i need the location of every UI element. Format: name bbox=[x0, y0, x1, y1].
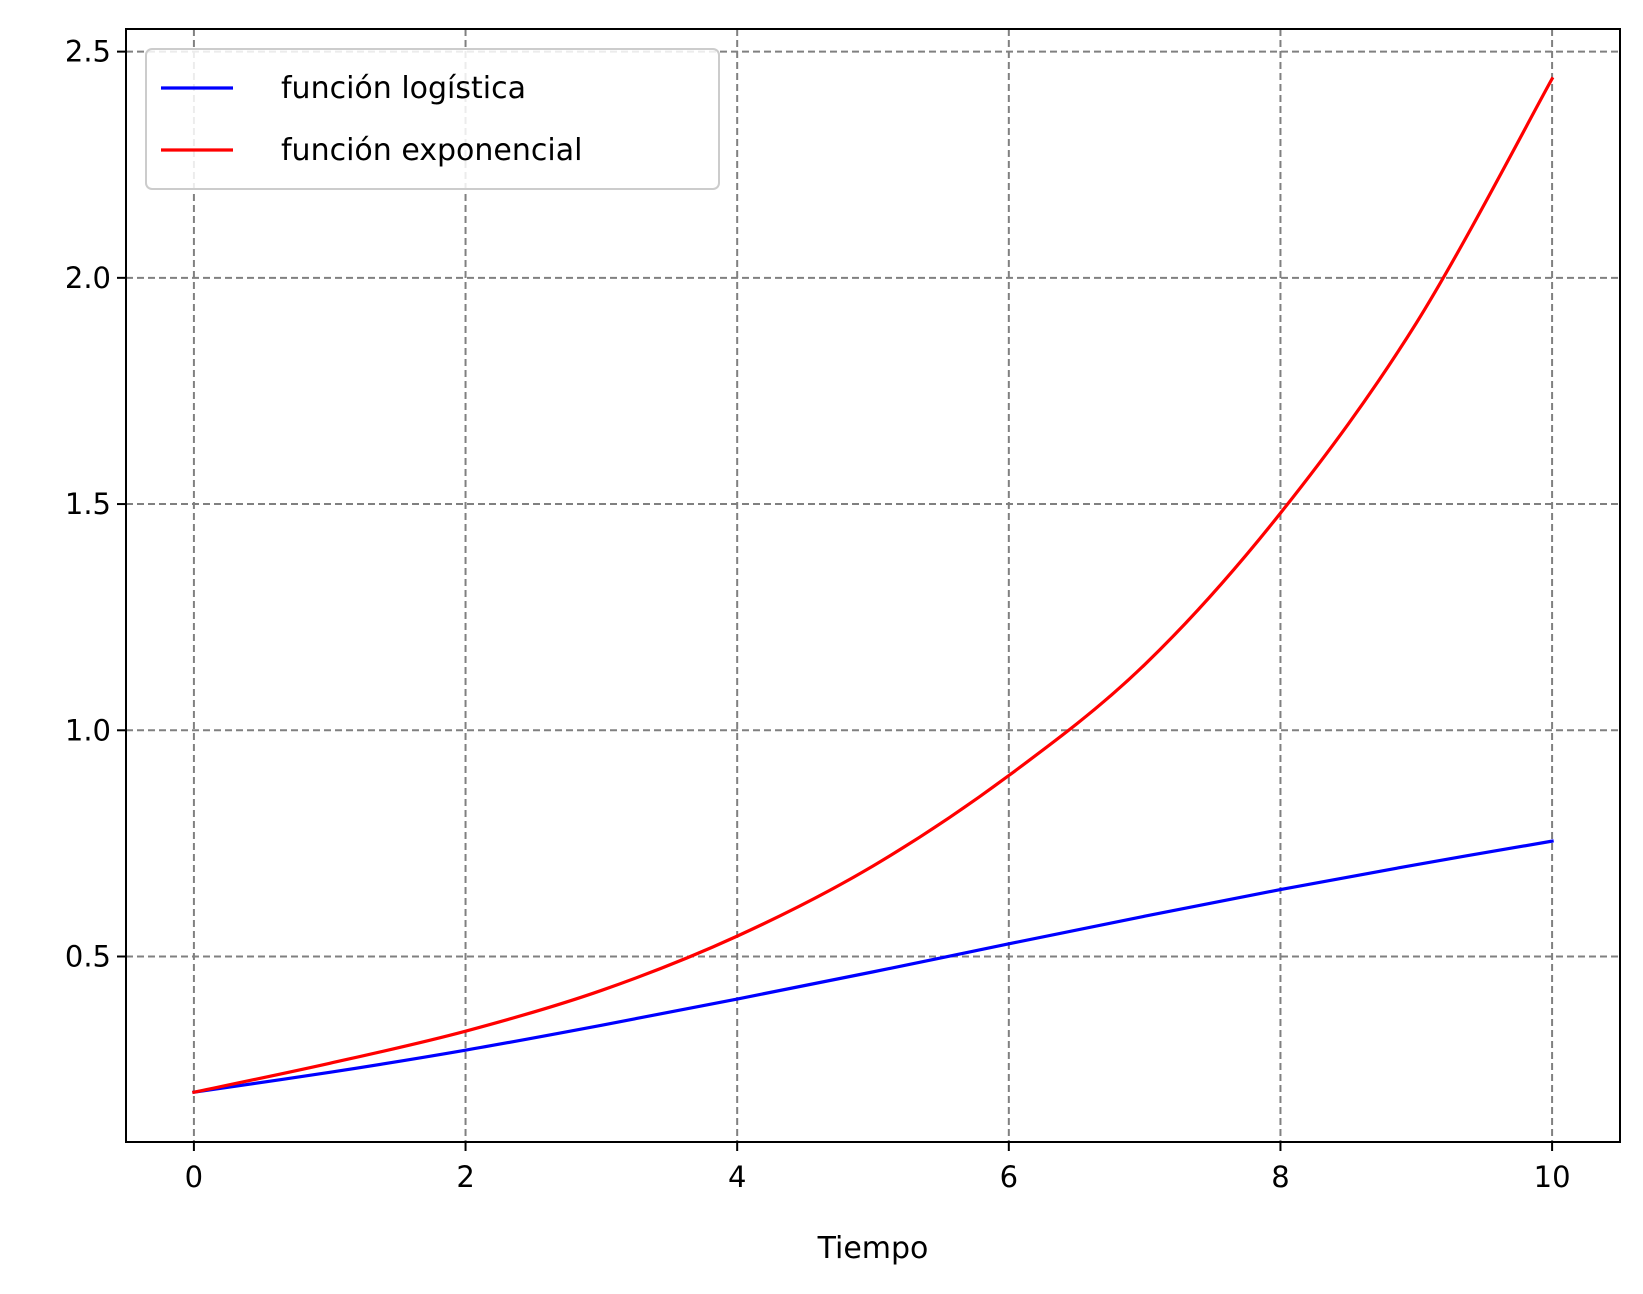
y-tick-label: 2.0 bbox=[65, 261, 111, 295]
x-tick-label: 2 bbox=[456, 1160, 474, 1194]
legend-box bbox=[145, 48, 720, 190]
y-tick-label: 0.5 bbox=[65, 940, 111, 974]
x-axis-label: Tiempo bbox=[817, 1231, 929, 1266]
y-tick-label: 1.5 bbox=[65, 487, 111, 521]
y-tick-label: 2.5 bbox=[65, 35, 111, 69]
axis-ticks: 0 2 4 6 8 10 0.5 1.0 1.5 2.0 2.5 bbox=[65, 35, 1571, 1194]
series-line-1 bbox=[192, 76, 1555, 1095]
x-tick-label: 10 bbox=[1534, 1160, 1571, 1194]
y-tick-label: 1.0 bbox=[65, 713, 111, 747]
x-tick-label: 8 bbox=[1271, 1160, 1289, 1194]
plot-frame bbox=[125, 28, 1621, 1143]
legend-label-1: función exponencial bbox=[281, 133, 582, 168]
series-layer bbox=[192, 76, 1555, 1095]
legend: función logística función exponencial bbox=[145, 48, 720, 190]
x-tick-label: 6 bbox=[1000, 1160, 1018, 1194]
legend-label-0: función logística bbox=[281, 71, 526, 106]
plot-area bbox=[126, 29, 1620, 1142]
x-tick-label: 0 bbox=[185, 1160, 203, 1194]
x-tick-label: 4 bbox=[728, 1160, 746, 1194]
series-line-0 bbox=[192, 839, 1554, 1095]
